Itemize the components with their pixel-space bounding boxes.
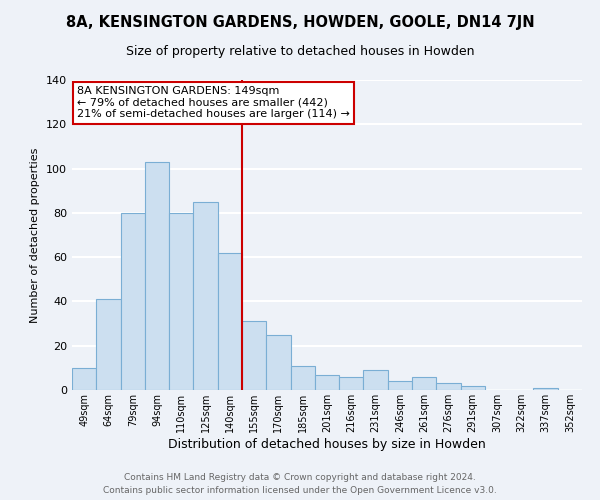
- Bar: [290, 366, 315, 390]
- Bar: [412, 376, 436, 390]
- Bar: [315, 374, 339, 390]
- X-axis label: Distribution of detached houses by size in Howden: Distribution of detached houses by size …: [168, 438, 486, 450]
- Bar: [72, 368, 96, 390]
- Bar: [218, 252, 242, 390]
- Text: 8A, KENSINGTON GARDENS, HOWDEN, GOOLE, DN14 7JN: 8A, KENSINGTON GARDENS, HOWDEN, GOOLE, D…: [65, 15, 535, 30]
- Bar: [436, 384, 461, 390]
- Bar: [145, 162, 169, 390]
- Bar: [364, 370, 388, 390]
- Bar: [121, 213, 145, 390]
- Text: Size of property relative to detached houses in Howden: Size of property relative to detached ho…: [126, 45, 474, 58]
- Y-axis label: Number of detached properties: Number of detached properties: [31, 148, 40, 322]
- Bar: [533, 388, 558, 390]
- Bar: [266, 334, 290, 390]
- Bar: [169, 213, 193, 390]
- Bar: [339, 376, 364, 390]
- Bar: [242, 322, 266, 390]
- Bar: [96, 299, 121, 390]
- Bar: [388, 381, 412, 390]
- Text: Contains HM Land Registry data © Crown copyright and database right 2024.
Contai: Contains HM Land Registry data © Crown c…: [103, 474, 497, 495]
- Bar: [193, 202, 218, 390]
- Text: 8A KENSINGTON GARDENS: 149sqm
← 79% of detached houses are smaller (442)
21% of : 8A KENSINGTON GARDENS: 149sqm ← 79% of d…: [77, 86, 350, 120]
- Bar: [461, 386, 485, 390]
